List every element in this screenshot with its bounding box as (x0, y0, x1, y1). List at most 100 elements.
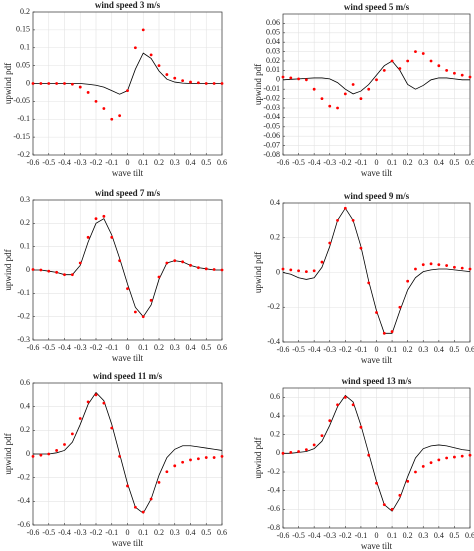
x-tick-label: 0.1 (138, 528, 148, 537)
y-tick-label: -0.2 (267, 302, 280, 311)
x-tick-label: -0.6 (27, 343, 40, 352)
y-tick-label: 0.1 (20, 43, 30, 52)
y-tick-label: -0.03 (263, 103, 280, 112)
data-point (460, 266, 464, 270)
x-tick-label: -0.3 (74, 343, 87, 352)
x-tick-label: -0.3 (74, 158, 87, 167)
x-tick-label: 0.3 (170, 158, 180, 167)
y-tick-label: 0 (276, 267, 280, 276)
data-point (212, 82, 216, 85)
y-tick-label: -0.6 (267, 504, 280, 513)
data-point (181, 460, 185, 464)
x-tick-label: 0.6 (465, 345, 474, 354)
y-tick-label: -0.02 (263, 93, 280, 102)
data-point (63, 443, 66, 446)
x-tick-label: -0.4 (308, 531, 321, 540)
data-point (343, 395, 347, 399)
data-point (94, 99, 98, 103)
data-point (289, 268, 293, 272)
data-point (126, 484, 129, 488)
x-tick-label: -0.5 (292, 345, 305, 354)
data-point (437, 263, 441, 267)
data-point (204, 82, 208, 85)
data-point (165, 470, 169, 474)
data-point (55, 270, 59, 274)
data-point (312, 269, 316, 273)
data-point (414, 267, 417, 271)
y-tick-label: 0.2 (20, 7, 30, 16)
data-point (55, 449, 59, 452)
data-point (70, 273, 74, 277)
data-point (31, 268, 35, 271)
data-point (196, 266, 200, 270)
y-tick-label: 0.02 (266, 56, 280, 65)
data-point (149, 497, 153, 501)
data-point (39, 453, 43, 457)
y-axis-label: upwind pdf (3, 249, 13, 290)
x-tick-label: 0.5 (201, 528, 211, 537)
data-point (78, 85, 82, 89)
data-point (351, 83, 355, 86)
y-tick-label: -0.1 (17, 114, 30, 123)
data-point (189, 263, 192, 267)
data-point (437, 458, 441, 462)
data-point (86, 235, 90, 239)
data-point (173, 76, 177, 80)
data-point (429, 262, 433, 266)
data-point (173, 259, 177, 263)
data-point (126, 89, 129, 93)
x-tick-label: 0 (126, 343, 130, 352)
x-axis-label: wave tilt (112, 353, 144, 363)
model-curve (282, 207, 471, 334)
x-axis-label: wave tilt (361, 541, 393, 551)
x-tick-label: 0.4 (434, 345, 444, 354)
x-tick-label: -0.2 (90, 343, 103, 352)
data-point (70, 432, 74, 436)
panel: -0.6 -0.5 -0.4 -0.3 -0.2 -0.1 0 0.1 0.2 0.3 0.4 0.5… (3, 0, 227, 178)
x-tick-label: -0.5 (292, 531, 305, 540)
x-axis-label: wave tilt (112, 538, 144, 548)
y-tick-label: -0.05 (263, 122, 280, 131)
data-point (375, 311, 378, 314)
data-point (468, 453, 472, 457)
data-point (453, 265, 456, 269)
data-point (328, 241, 332, 245)
data-point (445, 264, 449, 267)
y-tick-label: 0.4 (20, 401, 30, 410)
x-tick-label: 0.4 (186, 158, 196, 167)
data-point (94, 393, 98, 397)
y-tick-label: -0.07 (263, 140, 280, 149)
x-tick-label: -0.3 (323, 158, 336, 167)
data-point (78, 261, 82, 265)
x-tick-label: 0.5 (449, 158, 459, 167)
data-point (196, 81, 200, 85)
data-point (406, 479, 410, 483)
y-tick-label: 0.6 (20, 378, 30, 387)
x-tick-label: -0.1 (105, 343, 118, 352)
x-tick-label: -0.4 (308, 158, 321, 167)
x-tick-label: -0.3 (323, 531, 336, 540)
data-point (39, 82, 43, 85)
y-tick-label: 0.6 (270, 392, 280, 401)
model-curve (282, 60, 470, 95)
data-point (445, 456, 449, 460)
x-tick-label: 0 (126, 158, 130, 167)
model-curve (283, 394, 471, 512)
panel: -0.6 -0.5 -0.4 -0.3 -0.2 -0.1 0 0.1 0.2 0.3 0.4 0.5… (3, 188, 227, 363)
x-tick-label: 0.3 (418, 345, 428, 354)
x-tick-label: 0.1 (387, 531, 397, 540)
y-tick-label: -0.01 (263, 84, 280, 93)
y-tick-label: -0.05 (13, 96, 30, 105)
data-point (320, 97, 324, 100)
data-point (398, 305, 402, 309)
data-point (47, 269, 51, 273)
data-point (390, 507, 394, 511)
data-point (375, 78, 378, 82)
data-point (312, 87, 316, 91)
data-point (328, 104, 332, 108)
data-point (133, 310, 137, 314)
data-point (94, 217, 98, 221)
data-point (196, 457, 200, 461)
data-point (126, 287, 129, 291)
data-point (382, 331, 386, 335)
